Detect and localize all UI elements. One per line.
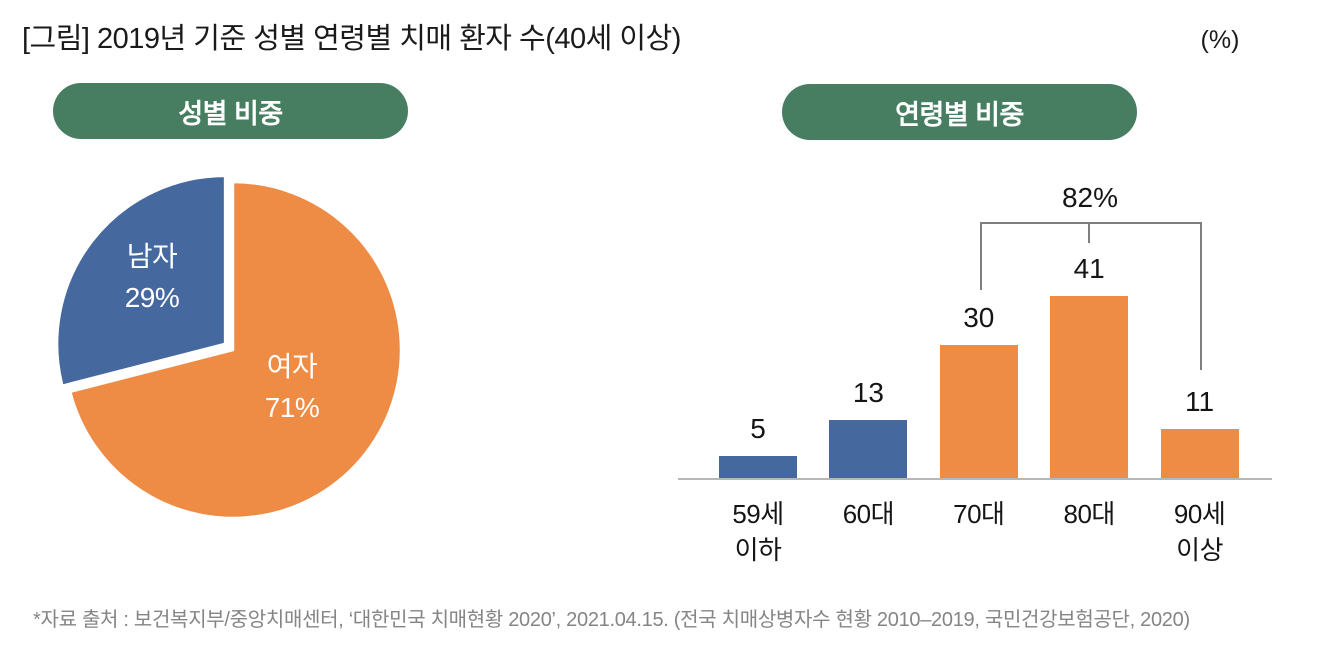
pie-label-female: 여자 71% [222,346,362,428]
pie-slice-male [55,174,227,387]
bar-category-label: 70대 [953,499,1005,529]
gender-section-badge: 성별 비중 [53,83,408,139]
bar-value-label: 30 [963,301,995,333]
gender-badge-label: 성별 비중 [178,98,283,129]
age-bar-chart: 5 59세 이하 13 60대 30 70대 41 80대 11 90세 이상 [678,160,1272,565]
pie-label-female-pct: 71% [264,392,320,423]
pie-label-male-name: 남자 [126,241,178,272]
bar-category-label: 60대 [842,499,895,529]
bar-value-label: 13 [852,377,884,409]
bracket-left-line [980,222,982,290]
pie-label-female-name: 여자 [266,351,318,382]
source-footnote: *자료 출처 : 보건복지부/중앙치매센터, ‘대한민국 치매현황 2020’,… [33,609,1190,631]
bracket-right-line [1200,222,1202,370]
bar-70대 [939,344,1018,478]
bar-59세 이하 [719,455,797,478]
bar-90세 이상 [1160,429,1239,478]
gender-pie-chart: 남자 29% 여자 71% [30,155,450,555]
bar-value-label: 41 [1073,252,1105,284]
bar-category-label: 59세 이하 [732,499,784,565]
bar-category-label: 90세 이상 [1173,499,1226,565]
bar-category-label: 80대 [1063,499,1116,529]
bracket-sum-label: 82% [1061,182,1119,213]
bracket-middle-tick [1088,222,1090,243]
x-axis-line [678,478,1272,480]
bar-60대 [829,420,908,478]
percent-unit-label: (%) [1200,26,1240,54]
pie-label-male: 남자 29% [82,236,222,318]
age-badge-label: 연령별 비중 [895,99,1024,130]
bar-value-label: 11 [1185,386,1215,418]
figure-title: [그림] 2019년 기준 성별 연령별 치매 환자 수(40세 이상) [22,23,681,55]
bar-value-label: 5 [750,412,766,444]
bar-80대 [1050,296,1129,478]
bracket-horizontal-line [980,222,1201,224]
age-section-badge: 연령별 비중 [782,84,1137,140]
pie-label-male-pct: 29% [124,282,180,313]
pie-svg [55,174,403,520]
pie-slice-female [69,180,403,520]
